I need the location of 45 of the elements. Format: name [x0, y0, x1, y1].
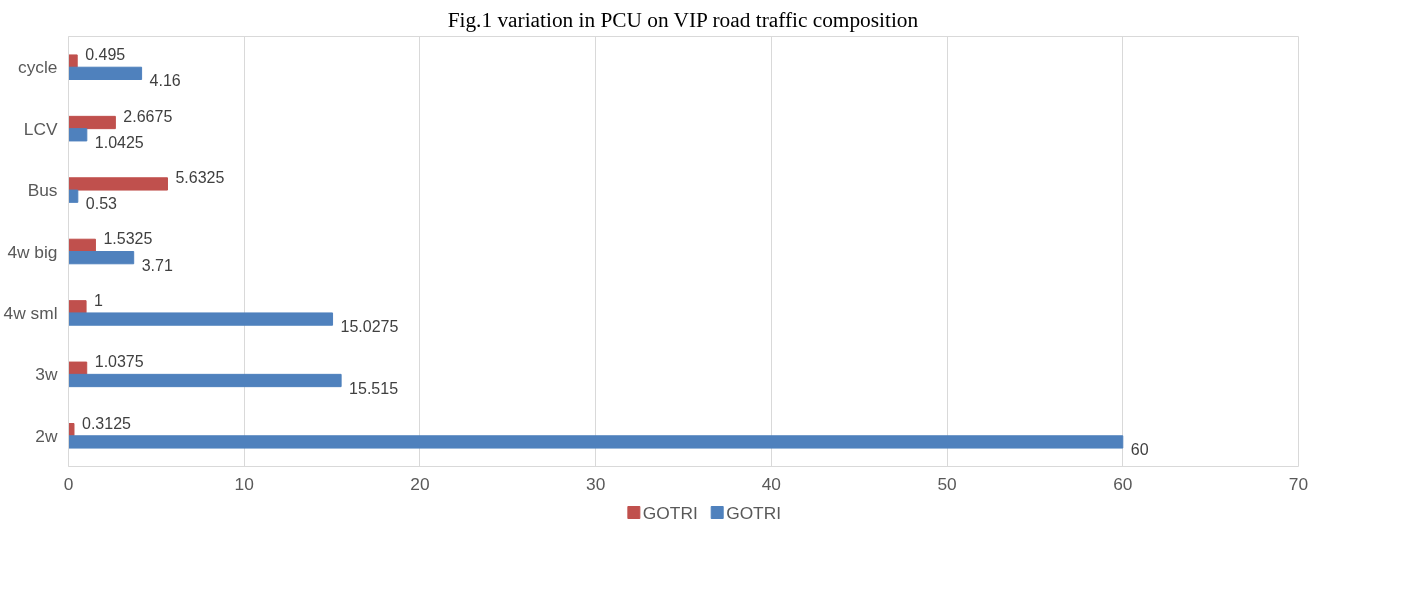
x-tick-label: 60 — [1113, 473, 1133, 494]
legend-label: GOTRI — [642, 502, 698, 523]
x-tick-label: 50 — [937, 473, 957, 494]
x-tick-label: 30 — [586, 473, 606, 494]
bar — [68, 115, 116, 130]
x-tick-label: 10 — [234, 473, 254, 494]
x-tick-label: 40 — [761, 473, 781, 494]
legend-label: GOTRI — [726, 502, 782, 523]
y-tick-label: 4w big — [7, 241, 58, 262]
x-tick-label: 0 — [63, 473, 74, 494]
data-label: 4.16 — [149, 72, 181, 90]
bar — [68, 128, 88, 142]
x-tick-label: 70 — [1288, 473, 1309, 494]
bar — [68, 300, 87, 314]
data-label: 0.495 — [85, 46, 126, 64]
data-label: 1.0425 — [94, 133, 144, 151]
y-tick-label: 2w — [35, 425, 58, 446]
data-label: 15.0275 — [340, 318, 399, 336]
data-label: 60 — [1130, 440, 1149, 458]
chart-title: Fig.1 variation in PCU on VIP road traffic composition — [447, 7, 919, 32]
bar — [68, 54, 78, 68]
data-label: 3.71 — [141, 256, 173, 274]
data-label: 1 — [94, 291, 104, 309]
bar — [68, 373, 342, 388]
bar — [68, 361, 88, 375]
data-label: 2.6675 — [123, 107, 173, 125]
y-tick-label: 3w — [35, 364, 58, 385]
y-tick-label: Bus — [27, 180, 58, 201]
y-tick-label: 4w sml — [3, 302, 58, 323]
bar — [68, 423, 75, 437]
y-tick-label: LCV — [23, 118, 58, 139]
x-tick-label: 20 — [410, 473, 430, 494]
bar — [68, 435, 1124, 449]
bar — [68, 251, 135, 265]
data-label: 15.515 — [349, 379, 399, 397]
bar — [68, 189, 79, 203]
y-tick-label: cycle — [18, 57, 58, 78]
data-label: 1.0375 — [94, 353, 144, 371]
data-label: 5.6325 — [175, 168, 225, 186]
bar — [68, 177, 168, 191]
bar — [68, 66, 143, 80]
data-label: 0.53 — [85, 195, 118, 213]
bar — [68, 312, 334, 326]
data-label: 0.3125 — [81, 414, 132, 432]
data-label: 1.5325 — [103, 230, 153, 248]
